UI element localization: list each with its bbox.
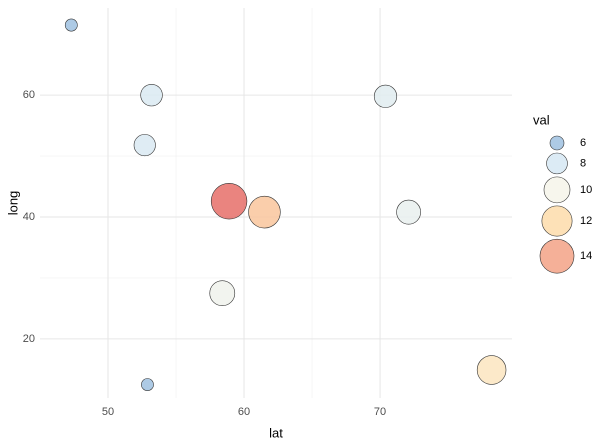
bubble (476, 355, 507, 385)
bubble (133, 134, 156, 157)
y-axis-title: long (5, 191, 20, 216)
legend-key (543, 176, 571, 204)
bubble (373, 84, 398, 108)
bubble (210, 183, 248, 220)
bubble (396, 199, 421, 225)
legend-key (539, 238, 575, 274)
bubble (64, 18, 78, 32)
legend-title: val (533, 112, 550, 127)
y-tick-label: 60 (23, 89, 35, 101)
legend-label: 6 (580, 137, 586, 149)
legend-label: 12 (580, 215, 592, 227)
x-tick-label: 70 (374, 406, 386, 418)
bubble (209, 280, 236, 307)
bubble (141, 378, 154, 391)
y-tick-label: 20 (23, 333, 35, 345)
legend-label: 10 (580, 184, 592, 196)
bubble (248, 195, 281, 229)
legend-label: 8 (580, 157, 586, 169)
legend-label: 14 (580, 250, 592, 262)
x-tick-label: 60 (238, 406, 250, 418)
x-tick-label: 50 (102, 406, 114, 418)
legend-key (541, 205, 573, 237)
y-tick-label: 40 (23, 211, 35, 223)
legend-key (549, 135, 565, 151)
x-axis-title: lat (269, 425, 283, 440)
bubble (140, 83, 163, 107)
legend-key (546, 152, 568, 175)
